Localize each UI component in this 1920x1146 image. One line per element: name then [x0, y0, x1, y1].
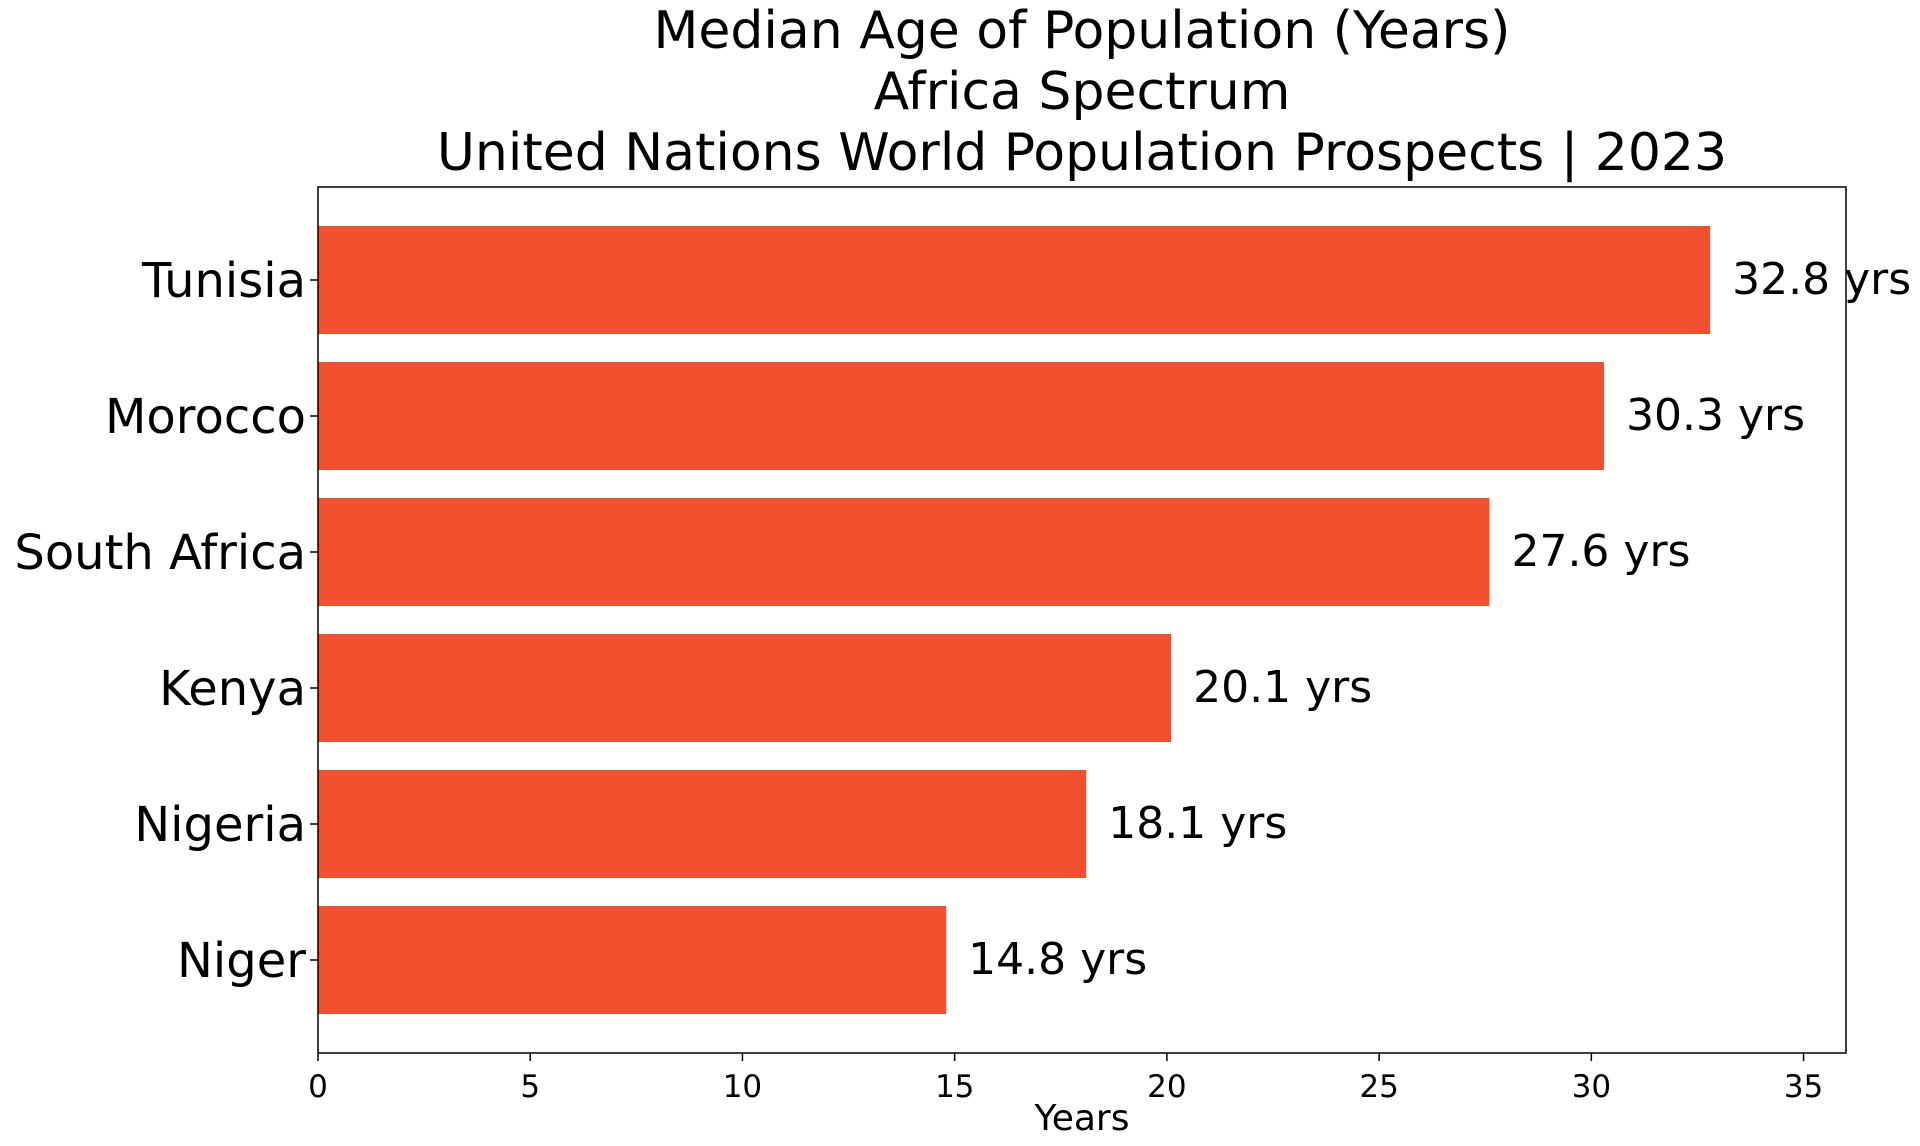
bar — [318, 906, 947, 1014]
plot-area-frame — [317, 186, 1847, 1054]
chart-title: Median Age of Population (Years) Africa … — [437, 1, 1727, 183]
x-tick-label: 35 — [1784, 1069, 1823, 1105]
x-tick-label: 0 — [308, 1069, 328, 1105]
chart-title-line-1: Median Age of Population (Years) — [654, 1, 1511, 61]
y-tick-label: South Africa — [14, 525, 306, 581]
x-tick-label: 10 — [723, 1069, 762, 1105]
bar-value-label: 27.6 yrs — [1511, 526, 1690, 577]
x-axis-label: Years — [1034, 1098, 1130, 1139]
y-axis: Tunisia Morocco South Africa Kenya Nigeria Ni… — [14, 253, 318, 989]
bar-value-label: 14.8 yrs — [968, 934, 1147, 985]
y-tick-label: Niger — [177, 933, 306, 989]
bar — [318, 634, 1172, 742]
bar-value-label: 20.1 yrs — [1193, 662, 1372, 713]
bar-value-label: 32.8 yrs — [1732, 254, 1911, 305]
chart-title-line-2: Africa Spectrum — [874, 62, 1291, 122]
chart-title-line-3: United Nations World Population Prospect… — [437, 123, 1727, 183]
x-tick-label: 30 — [1572, 1069, 1611, 1105]
y-tick-label: Tunisia — [141, 253, 306, 309]
bar — [318, 362, 1605, 470]
x-axis: 0 5 10 15 20 25 30 35 — [308, 1053, 1823, 1105]
y-tick-label: Morocco — [105, 389, 306, 445]
y-tick-label: Kenya — [159, 661, 306, 717]
bars-layer: 32.8 yrs 30.3 yrs 27.6 yrs 20.1 yrs 18.1 yrs… — [318, 226, 1911, 1014]
bar — [318, 226, 1711, 334]
x-tick-label: 5 — [520, 1069, 540, 1105]
x-tick-label: 25 — [1359, 1069, 1398, 1105]
bar — [318, 770, 1087, 878]
bar-value-label: 30.3 yrs — [1626, 390, 1805, 441]
bar-value-label: 18.1 yrs — [1108, 798, 1287, 849]
bar — [318, 498, 1490, 606]
x-tick-label: 20 — [1147, 1069, 1186, 1105]
y-tick-label: Nigeria — [134, 797, 306, 853]
x-tick-label: 15 — [935, 1069, 974, 1105]
